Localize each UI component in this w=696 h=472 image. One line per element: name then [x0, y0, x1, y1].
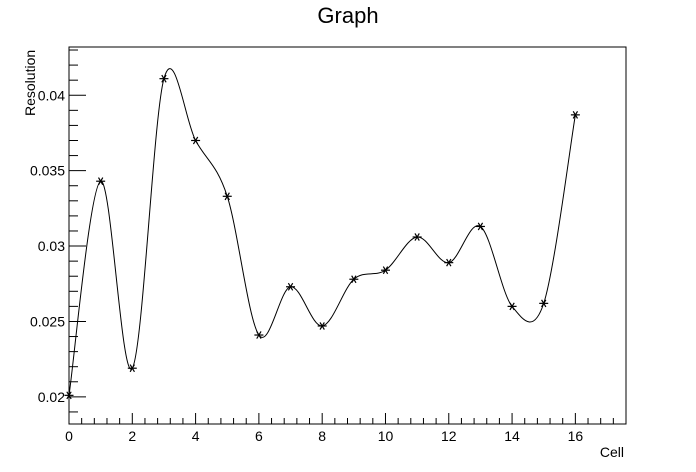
- y-axis: 0.02 0.025 0.03 0.035 0.04: [30, 49, 86, 413]
- data-point: [349, 275, 359, 284]
- data-point: [507, 302, 517, 311]
- series-line: [68, 68, 576, 396]
- x-tick-label: 14: [504, 428, 520, 444]
- x-tick-label: 10: [378, 428, 394, 444]
- x-tick-label: 2: [128, 428, 136, 444]
- y-tick-label: 0.035: [30, 163, 65, 179]
- data-point: [159, 74, 169, 83]
- x-tick-label: 4: [192, 428, 200, 444]
- x-tick-label: 12: [441, 428, 457, 444]
- x-axis-label: Cell: [600, 444, 624, 460]
- data-point: [412, 233, 422, 241]
- data-point: [317, 322, 327, 330]
- x-tick-label: 0: [65, 428, 73, 444]
- x-tick-label: 6: [255, 428, 263, 444]
- data-point: [96, 177, 106, 186]
- y-tick-label: 0.04: [38, 87, 65, 103]
- data-point: [539, 299, 549, 308]
- y-tick-label: 0.03: [38, 238, 65, 254]
- data-point: [380, 266, 390, 275]
- plot-frame: [68, 46, 627, 425]
- chart-title: Graph: [317, 3, 378, 28]
- data-point: [444, 258, 454, 267]
- y-tick-label: 0.025: [30, 313, 65, 329]
- x-tick-label: 16: [568, 428, 584, 444]
- data-point: [127, 364, 137, 373]
- data-point: [475, 222, 485, 231]
- data-point: [570, 110, 580, 119]
- data-markers: [64, 74, 580, 400]
- data-point: [64, 391, 74, 400]
- data-point: [286, 282, 296, 291]
- y-axis-label: Resolution: [22, 50, 38, 116]
- x-tick-label: 8: [318, 428, 326, 444]
- x-axis: 0 2 4 6 8 10 12 14 16: [65, 413, 627, 444]
- data-point: [222, 192, 232, 201]
- data-point: [191, 136, 201, 145]
- y-tick-label: 0.02: [38, 389, 65, 405]
- data-point: [254, 331, 264, 339]
